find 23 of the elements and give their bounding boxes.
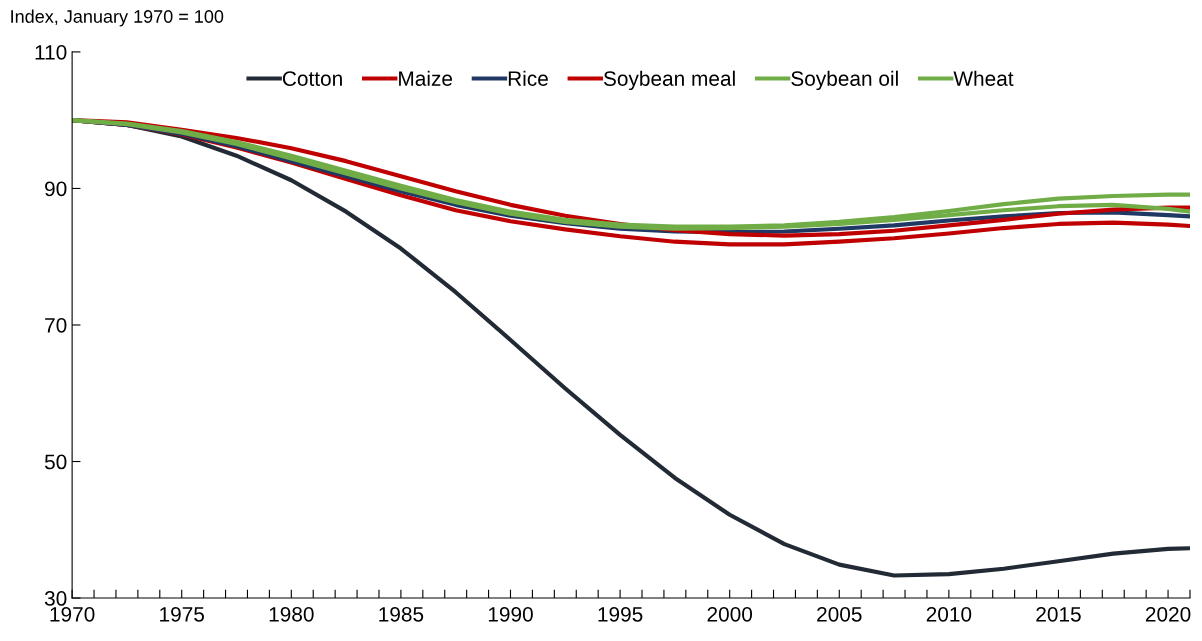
y-tick-label: 50 bbox=[44, 454, 67, 470]
y-axis-title: Index, January 1970 = 100 bbox=[11, 9, 224, 27]
legend-label: Soybean meal bbox=[603, 70, 735, 91]
legend-label: Cotton bbox=[282, 71, 342, 86]
x-tick-label: 2020 bbox=[1145, 606, 1191, 622]
y-tick-label: 70 bbox=[45, 317, 67, 333]
legend-label: Maize bbox=[399, 70, 453, 86]
x-tick-label: 1990 bbox=[488, 606, 533, 622]
x-tick-label: 1970 bbox=[50, 606, 95, 622]
x-tick-label: 2010 bbox=[926, 606, 972, 622]
x-tick-label: 2000 bbox=[707, 606, 753, 622]
y-tick-label: 30 bbox=[44, 591, 67, 606]
legend-label: Soybean oil bbox=[791, 70, 898, 91]
x-tick-label: 2015 bbox=[1036, 606, 1081, 622]
y-tick-label: 110 bbox=[35, 44, 67, 60]
y-tick-label: 90 bbox=[45, 181, 67, 197]
x-tick-label: 2005 bbox=[817, 606, 862, 622]
x-tick-label: 1995 bbox=[598, 606, 643, 622]
x-tick-label: 1985 bbox=[379, 606, 424, 622]
legend-label: Rice bbox=[508, 70, 548, 86]
x-tick-label: 1980 bbox=[269, 606, 314, 622]
legend-label: Wheat bbox=[953, 70, 1014, 86]
x-tick-label: 1975 bbox=[160, 606, 205, 622]
